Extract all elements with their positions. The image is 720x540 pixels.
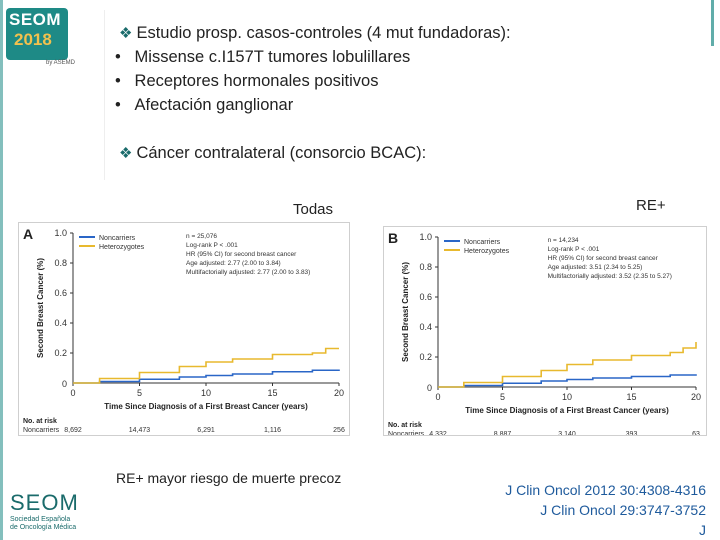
footer-logo-name: SEOM <box>10 490 79 515</box>
panel-letter: A <box>23 226 33 242</box>
stats-line: Age adjusted: 2.77 (2.00 to 3.84) <box>186 260 281 267</box>
at-risk-value: 3,140 <box>558 431 576 435</box>
chart-panel-a: A 0 0.2 0.4 0.6 0.8 1.0 0 5 10 15 20 Time Since Diag… <box>18 222 350 443</box>
series-line-noncarriers <box>438 374 697 388</box>
footer-logo-line1: Sociedad Española <box>10 516 71 523</box>
bullet-item: • Afectación ganglionar <box>115 96 294 114</box>
legend-label: Heterozygotes <box>99 244 145 251</box>
bullet-item: • Receptores hormonales positivos <box>115 72 379 90</box>
panel-letter: B <box>388 230 398 246</box>
stats-line: Log-rank P < .001 <box>186 242 238 249</box>
y-tick-label: 0.2 <box>419 352 432 362</box>
x-tick-label: 20 <box>334 388 344 398</box>
reference-1: J Clin Oncol 2012 30:4308-4316 <box>505 482 706 498</box>
right-accent-bar <box>711 0 714 46</box>
y-tick-label: 0.6 <box>54 288 67 298</box>
at-risk-value: 63 <box>692 431 700 435</box>
km-chart-a: A 0 0.2 0.4 0.6 0.8 1.0 0 5 10 15 20 Time Since Diag… <box>23 226 345 443</box>
legend-label: Heterozygotes <box>464 248 510 255</box>
stats-line: n = 25,076 <box>186 233 217 240</box>
seom-footer-logo: SEOM Sociedad Española de Oncología Médi… <box>10 490 100 538</box>
stats-line: Age adjusted: 3.51 (2.34 to 5.25) <box>548 264 643 271</box>
y-tick-label: 0.2 <box>54 348 67 358</box>
series-line-heterozygotes <box>73 347 339 384</box>
left-accent-bar <box>0 0 3 540</box>
y-tick-label: 0.8 <box>419 262 432 272</box>
series-line-heterozygotes <box>438 342 697 388</box>
bullet-text-box: ❖ Estudio prosp. casos-controles (4 mut f… <box>104 10 585 180</box>
at-risk-value: 256 <box>333 427 345 434</box>
stats-line: Multifactorially adjusted: 2.77 (2.00 to… <box>186 269 310 276</box>
label-todas: Todas <box>293 201 334 218</box>
chart-panel-b: B 0 0.2 0.4 0.6 0.8 1.0 0 5 10 15 20 Time Since Diag… <box>383 226 707 447</box>
x-tick-label: 0 <box>435 392 440 402</box>
reference-3: J <box>699 522 706 538</box>
at-risk-value: 1,116 <box>264 427 281 434</box>
y-axis-label: Second Breast Cancer (%) <box>401 262 410 362</box>
logo-name: SEOM <box>9 10 62 29</box>
at-risk-header: No. at risk <box>388 422 422 429</box>
series-line-noncarriers <box>73 369 340 384</box>
stats-line: n = 14,234 <box>548 237 579 244</box>
x-tick-label: 20 <box>691 392 701 402</box>
legend-label: Noncarriers <box>464 239 501 246</box>
x-tick-label: 0 <box>70 388 75 398</box>
y-tick-label: 0.4 <box>54 318 67 328</box>
y-tick-label: 0.8 <box>54 258 67 268</box>
logo-sub: by ASEMD <box>46 60 76 66</box>
bullet-item: • Missense c.I157T tumores lobulillares <box>115 48 411 66</box>
footer-logo-line2: de Oncología Médica <box>10 524 77 531</box>
x-tick-label: 10 <box>201 388 211 398</box>
at-risk-value: 8,692 <box>64 427 82 434</box>
x-axis-label: Time Since Diagnosis of a First Breast C… <box>465 406 669 415</box>
at-risk-value: 8,887 <box>494 431 512 435</box>
logo-badge <box>6 8 68 60</box>
caption: RE+ mayor riesgo de muerte precoz <box>116 470 342 486</box>
logo-year: 2018 <box>14 30 52 49</box>
seom-2018-logo: SEOM 2018 by ASEMD <box>0 0 100 80</box>
x-tick-label: 5 <box>500 392 505 402</box>
label-re-plus: RE+ <box>636 197 666 214</box>
stats-line: Multifactorially adjusted: 3.52 (2.35 to… <box>548 273 672 280</box>
km-chart-b: B 0 0.2 0.4 0.6 0.8 1.0 0 5 10 15 20 Time Since Diag… <box>388 230 701 447</box>
diamond-bullet-icon: ❖ <box>119 25 133 42</box>
at-risk-row-label: Noncarriers <box>388 431 425 435</box>
y-axis-label: Second Breast Cancer (%) <box>36 258 45 358</box>
diamond-bullet-icon: ❖ <box>119 145 133 162</box>
at-risk-value: 393 <box>626 431 638 435</box>
y-tick-label: 1.0 <box>419 232 432 242</box>
x-axis-label: Time Since Diagnosis of a First Breast C… <box>104 402 308 411</box>
y-tick-label: 0.6 <box>419 292 432 302</box>
at-risk-value: 6,291 <box>197 427 215 434</box>
bullet-header-1: ❖ Estudio prosp. casos-controles (4 mut f… <box>119 24 511 42</box>
x-tick-label: 15 <box>626 392 636 402</box>
y-tick-label: 0 <box>427 383 432 393</box>
at-risk-row-label: Noncarriers <box>23 427 60 434</box>
stats-line: HR (95% CI) for second breast cancer <box>548 255 659 262</box>
bullet-header-2: ❖ Cáncer contralateral (consorcio BCAC): <box>119 144 427 162</box>
y-tick-label: 0.4 <box>419 322 432 332</box>
at-risk-header: No. at risk <box>23 418 57 425</box>
y-tick-label: 1.0 <box>54 228 67 238</box>
x-tick-label: 15 <box>267 388 277 398</box>
x-tick-label: 5 <box>137 388 142 398</box>
y-tick-label: 0 <box>62 379 67 389</box>
stats-line: Log-rank P < .001 <box>548 246 600 253</box>
at-risk-value: 4,332 <box>429 431 447 435</box>
stats-line: HR (95% CI) for second breast cancer <box>186 251 297 258</box>
x-tick-label: 10 <box>562 392 572 402</box>
at-risk-value: 14,473 <box>129 427 151 434</box>
reference-2: J Clin Oncol 29:3747-3752 <box>540 502 706 518</box>
legend-label: Noncarriers <box>99 235 136 242</box>
